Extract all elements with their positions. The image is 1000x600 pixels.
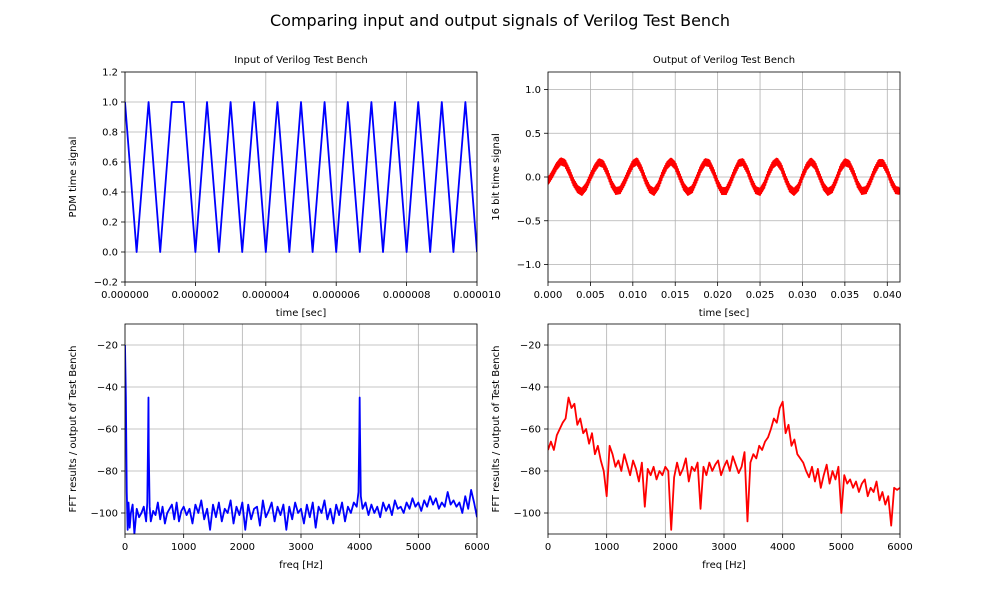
subplot-title: Input of Verilog Test Bench: [234, 55, 367, 66]
y-tick-label: −60: [97, 425, 118, 436]
y-tick-label: 1.0: [102, 98, 118, 109]
y-tick-label: −40: [520, 383, 541, 394]
y-tick-label: 0.4: [102, 188, 118, 199]
x-tick-label: 0.000006: [312, 290, 360, 301]
y-tick-label: −80: [97, 467, 118, 478]
y-axis-label: FFT results / output of Test Bench: [491, 346, 502, 513]
x-tick-label: 0.000002: [172, 290, 220, 301]
x-tick-label: 6000: [464, 542, 489, 553]
x-axis-label: freq [Hz]: [279, 560, 323, 571]
x-tick-label: 1000: [594, 542, 619, 553]
series-line-output-0: [548, 157, 900, 196]
plot-frame: [547, 323, 901, 535]
series-line-output-fft-0: [548, 396, 900, 531]
series-line-input-fft-0: [125, 344, 477, 534]
y-tick-label: 0.8: [102, 128, 118, 139]
x-tick-label: 5000: [406, 542, 431, 553]
x-tick-label: 0.000000: [101, 290, 149, 301]
subplot-output: 0.000 0.005 0.010 0.015 0.020 0.025 0.030 0.035…: [491, 55, 902, 319]
y-tick-label: 1.0: [525, 85, 541, 96]
y-tick-label: −20: [97, 341, 118, 352]
x-tick-label: 0: [122, 542, 128, 553]
plot-frame: [547, 71, 901, 283]
y-tick-label: −40: [97, 383, 118, 394]
x-tick-label: 3000: [288, 542, 313, 553]
x-tick-label: 0.025: [746, 290, 775, 301]
x-tick-label: 0.010: [618, 290, 647, 301]
y-tick-label: 1.2: [102, 68, 118, 79]
subplot-title: Output of Verilog Test Bench: [653, 55, 795, 66]
x-tick-label: 4000: [770, 542, 795, 553]
x-axis-label: time [sec]: [699, 308, 750, 319]
y-tick-label: 0.0: [525, 173, 541, 184]
x-tick-label: 0.020: [703, 290, 732, 301]
x-tick-label: 0.005: [576, 290, 605, 301]
y-tick-label: −0.2: [94, 278, 118, 289]
y-tick-label: −60: [520, 425, 541, 436]
series-line-input-0: [125, 101, 477, 253]
x-axis-label: time [sec]: [276, 308, 327, 319]
y-tick-label: −1.0: [517, 260, 541, 271]
x-tick-label: 0.000008: [383, 290, 431, 301]
x-tick-label: 0: [545, 542, 551, 553]
x-tick-label: 0.015: [661, 290, 690, 301]
plot-frame: [124, 323, 478, 535]
x-tick-label: 0.000010: [453, 290, 501, 301]
x-tick-label: 4000: [347, 542, 372, 553]
subplot-input-fft: 0 1000 2000 3000 4000 5000 6000 −100 −80 −60 −40 −2…: [68, 323, 490, 571]
y-tick-label: −80: [520, 467, 541, 478]
x-tick-label: 1000: [171, 542, 196, 553]
y-tick-label: −20: [520, 341, 541, 352]
x-tick-label: 5000: [829, 542, 854, 553]
plot-frame: [124, 71, 478, 283]
figure-title: Comparing input and output signals of Ve…: [270, 11, 730, 30]
x-tick-label: 6000: [887, 542, 912, 553]
x-tick-label: 0.000004: [242, 290, 290, 301]
x-axis-label: freq [Hz]: [702, 560, 746, 571]
y-tick-label: 0.6: [102, 158, 118, 169]
x-tick-label: 0.035: [831, 290, 860, 301]
y-tick-label: 0.5: [525, 129, 541, 140]
subplot-input: 0.000000 0.000002 0.000004 0.000006 0.000008…: [68, 55, 501, 319]
y-tick-label: −100: [91, 509, 118, 520]
y-axis-label: 16 bit time signal: [491, 133, 502, 220]
y-tick-label: 0.0: [102, 248, 118, 259]
x-tick-label: 2000: [230, 542, 255, 553]
x-tick-label: 0.040: [873, 290, 902, 301]
y-tick-label: −0.5: [517, 216, 541, 227]
subplot-output-fft: 0 1000 2000 3000 4000 5000 6000 −100 −80 −60 −40 −2…: [491, 323, 913, 571]
x-tick-label: 2000: [653, 542, 678, 553]
y-tick-label: −100: [514, 509, 541, 520]
y-tick-label: 0.2: [102, 218, 118, 229]
x-tick-label: 0.030: [788, 290, 817, 301]
y-axis-label: FFT results / output of Test Bench: [68, 346, 79, 513]
x-tick-label: 3000: [711, 542, 736, 553]
y-axis-label: PDM time signal: [68, 137, 79, 218]
x-tick-label: 0.000: [534, 290, 563, 301]
